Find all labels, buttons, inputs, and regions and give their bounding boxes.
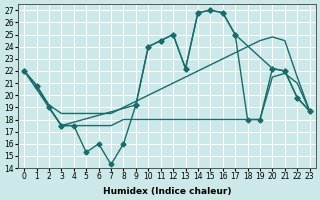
X-axis label: Humidex (Indice chaleur): Humidex (Indice chaleur) [103,187,231,196]
